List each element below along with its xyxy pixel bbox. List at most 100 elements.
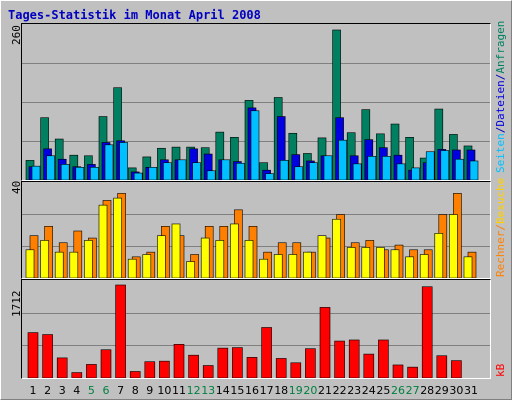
day-label: 8 bbox=[131, 384, 139, 397]
rechner-bar bbox=[376, 247, 385, 278]
day-label: 29 bbox=[434, 384, 449, 397]
rechner-bar bbox=[434, 233, 444, 278]
kb-bar bbox=[115, 284, 126, 378]
day-label: 2 bbox=[44, 384, 52, 397]
kb-bar bbox=[421, 286, 433, 378]
anfragen-bar bbox=[332, 29, 341, 180]
anfragen-bar bbox=[230, 137, 239, 180]
seiten-bar bbox=[75, 167, 85, 180]
rechner-bar bbox=[186, 261, 195, 278]
rechner-bar bbox=[54, 251, 64, 278]
day-label: 14 bbox=[215, 384, 230, 397]
seiten-bar bbox=[455, 158, 464, 180]
kb-bar bbox=[334, 340, 345, 378]
kb-bar bbox=[436, 355, 448, 378]
right-legend-top: Seiten/Dateien/Anfragen bbox=[494, 21, 507, 173]
bottom-bar-chart bbox=[22, 284, 490, 378]
day-label: 21 bbox=[318, 384, 332, 397]
kb-bar bbox=[129, 371, 141, 378]
seiten-bar bbox=[338, 139, 347, 180]
day-label: 19 bbox=[288, 384, 303, 397]
day-label: 16 bbox=[245, 384, 259, 397]
rechner-bar bbox=[259, 258, 268, 278]
day-label: 4 bbox=[73, 384, 81, 397]
seiten-bar bbox=[163, 162, 172, 180]
seiten-bar bbox=[133, 172, 143, 180]
seiten-bar bbox=[425, 151, 435, 180]
seiten-bar bbox=[411, 167, 420, 180]
kb-bar bbox=[451, 360, 462, 378]
kb-bar bbox=[290, 362, 302, 378]
rechner-bar bbox=[463, 256, 473, 278]
top-panel bbox=[21, 23, 491, 181]
seiten-bar bbox=[294, 166, 304, 180]
kb-bar bbox=[27, 332, 39, 378]
day-label: 11 bbox=[172, 384, 186, 397]
day-label: 20 bbox=[303, 384, 318, 397]
seiten-bar bbox=[236, 162, 245, 180]
legend-sep-3: / bbox=[494, 224, 507, 231]
day-label: 17 bbox=[259, 384, 274, 397]
legend-kb: kB bbox=[494, 363, 507, 377]
seiten-bar bbox=[90, 167, 99, 180]
rechner-bar bbox=[69, 251, 79, 278]
legend-seiten: Seiten bbox=[494, 133, 507, 173]
day-label: 13 bbox=[201, 384, 216, 397]
seiten-bar bbox=[265, 173, 274, 180]
dateien-bar bbox=[203, 153, 213, 180]
seiten-bar bbox=[148, 167, 158, 180]
seiten-bar bbox=[396, 163, 406, 180]
day-label: 5 bbox=[87, 384, 95, 397]
rechner-bar bbox=[449, 214, 458, 278]
kb-bar bbox=[348, 339, 360, 378]
rechner-bar bbox=[25, 249, 35, 278]
seiten-bar bbox=[352, 163, 362, 180]
legend-rechner: Rechner bbox=[494, 230, 507, 277]
day-label: 1 bbox=[29, 384, 37, 397]
seiten-bar bbox=[31, 165, 41, 180]
rechner-bar bbox=[273, 254, 283, 278]
top-bar-chart bbox=[22, 29, 490, 180]
day-label: 7 bbox=[117, 384, 125, 397]
anfragen-bar bbox=[405, 137, 414, 180]
day-label: 30 bbox=[449, 384, 464, 397]
rechner-bar bbox=[113, 197, 122, 278]
day-label: 10 bbox=[157, 384, 172, 397]
legend-sep-2: / bbox=[494, 73, 507, 81]
day-label: 24 bbox=[361, 384, 376, 397]
seiten-bar bbox=[250, 110, 260, 180]
rechner-bar bbox=[361, 247, 371, 278]
seiten-bar bbox=[104, 144, 114, 180]
right-legend-mid: Rechner/Besuche bbox=[494, 178, 507, 277]
kb-bar bbox=[363, 353, 375, 378]
seiten-bar bbox=[119, 142, 128, 180]
seiten-bar bbox=[440, 150, 450, 180]
kb-bar bbox=[392, 364, 404, 378]
seiten-bar bbox=[382, 156, 391, 180]
seiten-bar bbox=[469, 160, 479, 180]
rechner-bar bbox=[157, 235, 166, 278]
anfragen-bar bbox=[434, 108, 444, 180]
kb-bar bbox=[305, 348, 316, 378]
legend-besuche: Besuche bbox=[494, 177, 507, 225]
day-label: 28 bbox=[420, 384, 435, 397]
rechner-bar bbox=[40, 240, 49, 278]
chart-title: Tages-Statistik im Monat April 2008 bbox=[8, 8, 261, 22]
legend-anfragen: Anfragen bbox=[494, 20, 507, 74]
rechner-bar bbox=[200, 237, 210, 278]
seiten-bar bbox=[192, 162, 201, 180]
rechner-bar bbox=[171, 223, 181, 278]
seiten-bar bbox=[46, 155, 55, 180]
kb-bar bbox=[188, 354, 199, 378]
rechner-bar bbox=[419, 254, 429, 278]
legend-dateien: Dateien bbox=[494, 80, 507, 127]
day-label: 23 bbox=[347, 384, 362, 397]
kb-bar bbox=[232, 347, 243, 378]
kb-bar bbox=[378, 339, 389, 378]
seiten-bar bbox=[60, 164, 70, 180]
kb-bar bbox=[100, 349, 112, 378]
kb-bar bbox=[246, 357, 258, 378]
kb-bar bbox=[144, 361, 156, 378]
day-label: 22 bbox=[332, 384, 347, 397]
seiten-bar bbox=[279, 160, 289, 180]
